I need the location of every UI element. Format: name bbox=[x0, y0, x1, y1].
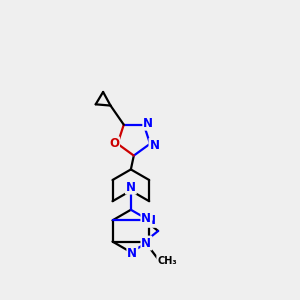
Text: CH₃: CH₃ bbox=[157, 256, 177, 266]
Text: N: N bbox=[143, 117, 153, 130]
Text: O: O bbox=[109, 137, 119, 150]
Text: N: N bbox=[146, 214, 156, 227]
Text: N: N bbox=[141, 212, 152, 225]
Text: N: N bbox=[127, 247, 137, 260]
Text: N: N bbox=[149, 139, 160, 152]
Text: N: N bbox=[126, 181, 136, 194]
Text: N: N bbox=[141, 236, 152, 250]
